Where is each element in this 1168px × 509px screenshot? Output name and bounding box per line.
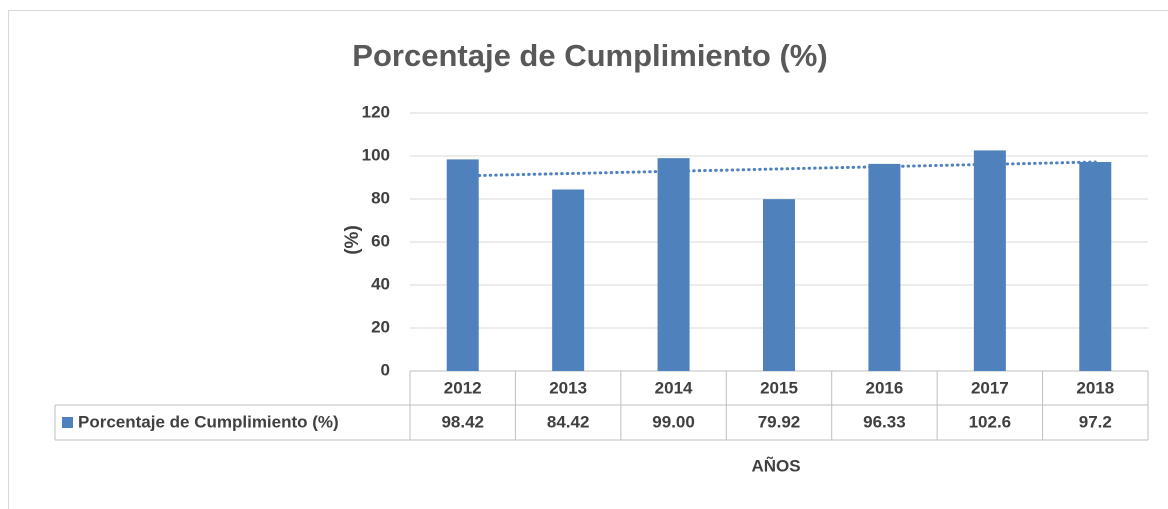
x-axis-label: AÑOS xyxy=(751,455,800,475)
y-tick-label: 100 xyxy=(362,145,390,164)
chart-title: Porcentaje de Cumplimiento (%) xyxy=(352,38,827,73)
data-table-value: 97.2 xyxy=(1079,412,1112,431)
data-table-value: 98.42 xyxy=(441,412,484,431)
x-tick-label: 2015 xyxy=(760,378,798,397)
bar xyxy=(973,150,1006,371)
x-tick-label: 2017 xyxy=(971,378,1009,397)
y-tick-label: 20 xyxy=(371,317,390,336)
y-tick-label: 80 xyxy=(371,188,390,207)
y-tick-label: 0 xyxy=(381,360,390,379)
x-tick-label: 2012 xyxy=(444,378,482,397)
bar xyxy=(446,159,479,371)
y-tick-label: 40 xyxy=(371,274,390,293)
y-tick-label: 120 xyxy=(362,102,390,121)
bar xyxy=(1079,162,1112,371)
data-table-value: 102.6 xyxy=(969,412,1012,431)
bar xyxy=(868,163,901,371)
bar xyxy=(763,199,795,371)
y-tick-label: 60 xyxy=(371,231,390,250)
x-tick-label: 2014 xyxy=(655,378,693,397)
trendline xyxy=(461,160,1097,178)
x-tick-label: 2018 xyxy=(1076,378,1114,397)
data-table-value: 84.42 xyxy=(547,412,590,431)
bar xyxy=(552,189,585,371)
x-tick-label: 2016 xyxy=(866,378,904,397)
data-table-value: 96.33 xyxy=(863,412,906,431)
bar xyxy=(657,158,690,371)
legend-label: Porcentaje de Cumplimiento (%) xyxy=(78,412,339,431)
data-table-value: 79.92 xyxy=(758,412,801,431)
y-axis-label: (%) xyxy=(342,225,363,255)
legend-swatch xyxy=(62,417,73,428)
data-table-value: 99.00 xyxy=(652,412,695,431)
chart-border xyxy=(8,10,1168,509)
x-tick-label: 2013 xyxy=(549,378,587,397)
